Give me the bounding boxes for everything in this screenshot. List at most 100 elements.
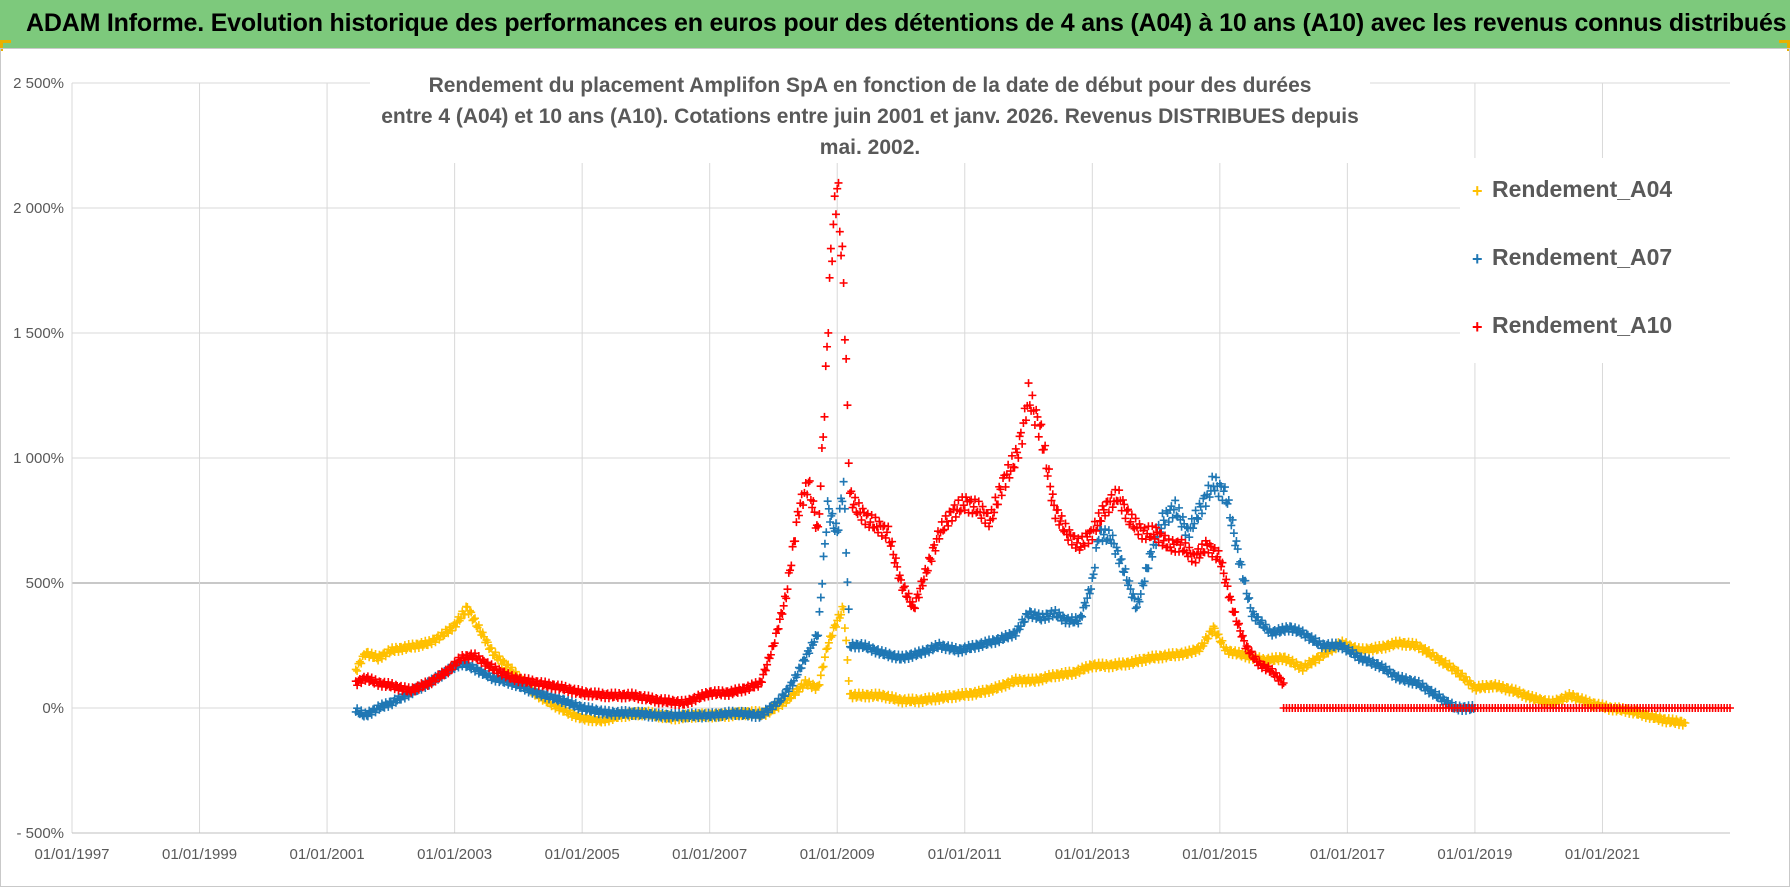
data-point <box>1013 448 1022 457</box>
y-tick-label: 1 500% <box>13 325 64 342</box>
data-point <box>1631 705 1640 714</box>
data-point <box>1268 631 1277 640</box>
data-point <box>931 640 940 649</box>
data-point <box>826 517 835 526</box>
data-point <box>858 504 867 513</box>
data-point <box>809 497 818 506</box>
data-point <box>1511 684 1520 693</box>
data-point <box>1194 515 1203 524</box>
data-point <box>882 528 891 537</box>
data-point <box>1528 691 1537 700</box>
data-point <box>465 606 474 615</box>
data-point <box>1038 677 1047 686</box>
data-point <box>1025 401 1034 410</box>
data-point <box>1398 672 1407 681</box>
data-point <box>863 509 872 518</box>
data-point <box>1195 553 1204 562</box>
data-point <box>1241 576 1250 585</box>
data-point <box>930 540 939 549</box>
data-point <box>997 491 1006 500</box>
data-point <box>1228 515 1237 524</box>
data-point <box>1135 519 1144 528</box>
data-point <box>1381 645 1390 654</box>
data-point <box>964 640 973 649</box>
data-point <box>1158 655 1167 664</box>
data-point <box>1187 650 1196 659</box>
axis-layer: - 500% 0% 500% 1 000% 1 500% 2 000% 2 500% 01/0… <box>13 75 1730 863</box>
data-point <box>1278 657 1287 666</box>
data-point <box>782 594 791 603</box>
data-point <box>968 692 977 701</box>
data-point <box>1033 412 1042 421</box>
data-point <box>1175 653 1184 662</box>
data-point <box>1245 593 1254 602</box>
data-point <box>574 685 583 694</box>
corner-marker-top-left <box>0 40 11 51</box>
data-point <box>1139 581 1148 590</box>
corner-marker-top-right <box>1779 40 1790 51</box>
data-point <box>474 621 483 630</box>
series-2 <box>351 178 1288 710</box>
data-point <box>1268 664 1277 673</box>
data-point <box>1218 558 1227 567</box>
data-point <box>1074 534 1083 543</box>
data-point <box>567 697 576 706</box>
data-point <box>1236 626 1245 635</box>
data-point <box>1125 577 1134 586</box>
data-point <box>988 514 997 523</box>
data-point <box>1361 653 1370 662</box>
data-point <box>1076 611 1085 620</box>
data-point <box>951 694 960 703</box>
data-point <box>840 504 849 513</box>
data-point <box>931 546 940 555</box>
data-point <box>400 694 409 703</box>
x-tick-label: 01/01/2011 <box>928 846 1002 863</box>
data-point <box>594 687 603 696</box>
data-point <box>1087 585 1096 594</box>
x-tick-label: 01/01/1999 <box>162 846 237 863</box>
data-point <box>814 522 823 531</box>
y-tick-label: 500% <box>26 575 64 592</box>
data-point <box>353 666 362 675</box>
data-point <box>1020 617 1029 626</box>
data-point <box>357 659 366 668</box>
data-point <box>524 674 533 683</box>
data-point <box>818 579 827 588</box>
data-point <box>951 512 960 521</box>
data-point <box>1148 552 1157 561</box>
data-point <box>793 670 802 679</box>
data-point <box>824 328 833 337</box>
data-point <box>888 691 897 700</box>
data-point <box>978 502 987 511</box>
data-point <box>825 273 834 282</box>
data-point <box>684 700 693 709</box>
data-point <box>974 685 983 694</box>
data-point <box>955 693 964 702</box>
data-point <box>759 670 768 679</box>
data-point <box>508 671 517 680</box>
data-point <box>737 688 746 697</box>
data-point <box>1412 681 1421 690</box>
data-point <box>843 401 852 410</box>
data-point <box>842 548 851 557</box>
data-point <box>400 682 409 691</box>
data-point <box>843 578 852 587</box>
data-point <box>1204 548 1213 557</box>
data-point <box>824 504 833 513</box>
data-point <box>834 526 843 535</box>
data-point <box>805 476 814 485</box>
data-point <box>1189 549 1198 558</box>
data-point <box>1432 651 1441 660</box>
data-point <box>1083 532 1092 541</box>
series-3 <box>1279 704 1734 712</box>
data-point <box>803 490 812 499</box>
data-point <box>788 542 797 551</box>
data-point <box>1126 517 1135 526</box>
data-point <box>1127 510 1136 519</box>
data-point <box>854 498 863 507</box>
data-point <box>1131 514 1140 523</box>
data-point <box>1469 704 1478 713</box>
data-point <box>1222 575 1231 584</box>
data-point <box>1237 560 1246 569</box>
legend-label-a04: Rendement_A04 <box>1492 176 1673 202</box>
